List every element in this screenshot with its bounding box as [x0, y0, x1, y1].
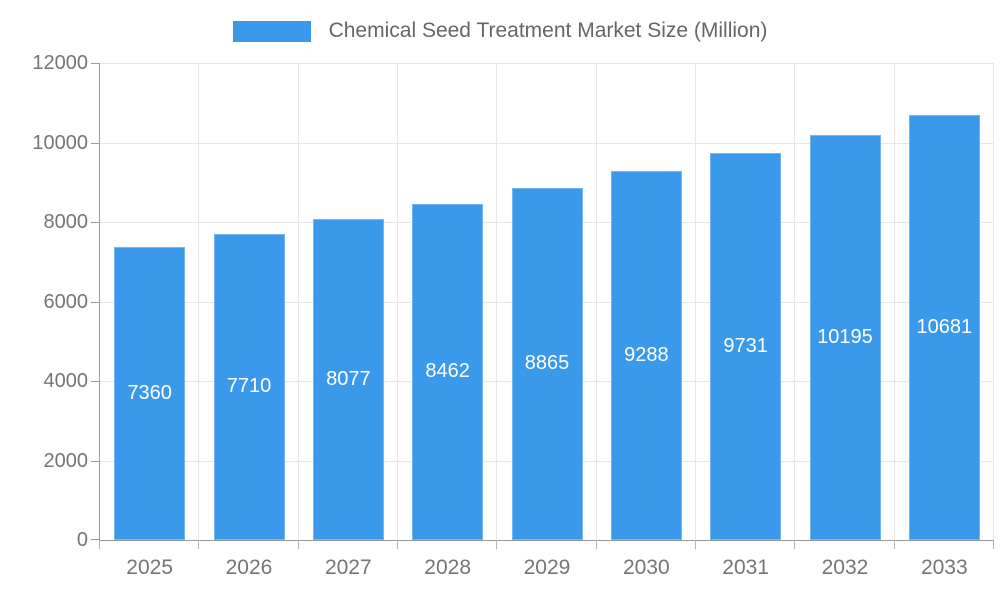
v-gridline	[198, 63, 199, 540]
x-axis-label-2026: 2026	[225, 556, 273, 579]
v-gridline	[397, 63, 398, 540]
x-axis-label-2033: 2033	[920, 556, 968, 579]
x-axis-label-2031: 2031	[722, 556, 770, 579]
y-axis-label: 8000	[43, 211, 89, 233]
bar-2033[interactable]: 10681	[908, 115, 980, 540]
y-axis-label: 6000	[43, 290, 89, 313]
bar-2032[interactable]: 10195	[809, 134, 881, 540]
x-axis-tick	[198, 540, 199, 549]
y-axis-tick	[91, 142, 99, 144]
bar-value-label: 8865	[524, 352, 570, 375]
x-axis-label-2028: 2028	[424, 556, 472, 579]
y-axis-tick	[91, 460, 99, 462]
x-axis-label-2032: 2032	[821, 556, 869, 579]
x-axis-tick	[397, 540, 398, 549]
h-gridline	[100, 142, 994, 144]
v-gridline	[298, 63, 299, 540]
y-axis-label: 12000	[32, 52, 88, 74]
h-gridline	[100, 63, 994, 64]
x-axis-tick	[298, 540, 299, 549]
legend-swatch-icon	[232, 20, 311, 42]
y-axis-tick	[91, 301, 99, 303]
legend-label: Chemical Seed Treatment Market Size (Mil…	[328, 19, 768, 42]
y-axis-label: 0	[76, 529, 88, 551]
bar-value-label: 9731	[723, 335, 768, 358]
bar-value-label: 10681	[916, 316, 973, 339]
x-axis-label-2030: 2030	[622, 556, 670, 579]
x-axis-tick	[596, 540, 597, 549]
bar-value-label: 7710	[226, 375, 272, 398]
legend[interactable]: Chemical Seed Treatment Market Size (Mil…	[0, 13, 1000, 49]
bar-2027[interactable]: 8077	[312, 218, 384, 540]
v-gridline	[894, 63, 895, 540]
v-gridline	[794, 63, 795, 540]
bar-2028[interactable]: 8462	[412, 203, 484, 540]
plot-area: 7360 7710 8077 8462 8865 9288 9731 10195 10681 0…	[32, 52, 994, 579]
x-axis-label-2029: 2029	[523, 556, 571, 579]
x-axis-tick	[794, 540, 795, 549]
x-axis-tick	[99, 540, 100, 549]
bar-2025[interactable]: 7360	[114, 247, 186, 540]
y-axis-tick	[91, 63, 99, 64]
y-axis-tick	[91, 381, 99, 382]
v-gridline	[993, 63, 994, 540]
y-axis-label: 10000	[32, 131, 88, 154]
bar-value-label: 10195	[817, 325, 873, 348]
y-axis-tick	[91, 539, 99, 540]
v-gridline	[496, 63, 497, 540]
bar-value-label: 8462	[425, 360, 470, 383]
bar-2029[interactable]: 8865	[511, 187, 583, 540]
y-axis-tick	[91, 222, 99, 223]
y-axis-label: 2000	[43, 449, 89, 472]
x-axis-tick	[695, 540, 696, 549]
bar-value-label: 8077	[326, 367, 371, 390]
bar-2026[interactable]: 7710	[213, 233, 285, 540]
bar-2031[interactable]: 9731	[710, 153, 782, 540]
x-axis-tick	[894, 540, 895, 549]
x-axis-tick	[993, 540, 994, 549]
bar-2030[interactable]: 9288	[610, 170, 682, 540]
x-axis-tick	[496, 540, 497, 549]
y-axis-label: 4000	[43, 370, 89, 392]
x-axis-label-2027: 2027	[324, 556, 372, 579]
v-gridline	[596, 63, 597, 540]
x-axis-label-2025: 2025	[126, 556, 174, 579]
bar-value-label: 9288	[624, 343, 669, 366]
bar-value-label: 7360	[127, 382, 172, 405]
v-gridline	[695, 63, 696, 540]
